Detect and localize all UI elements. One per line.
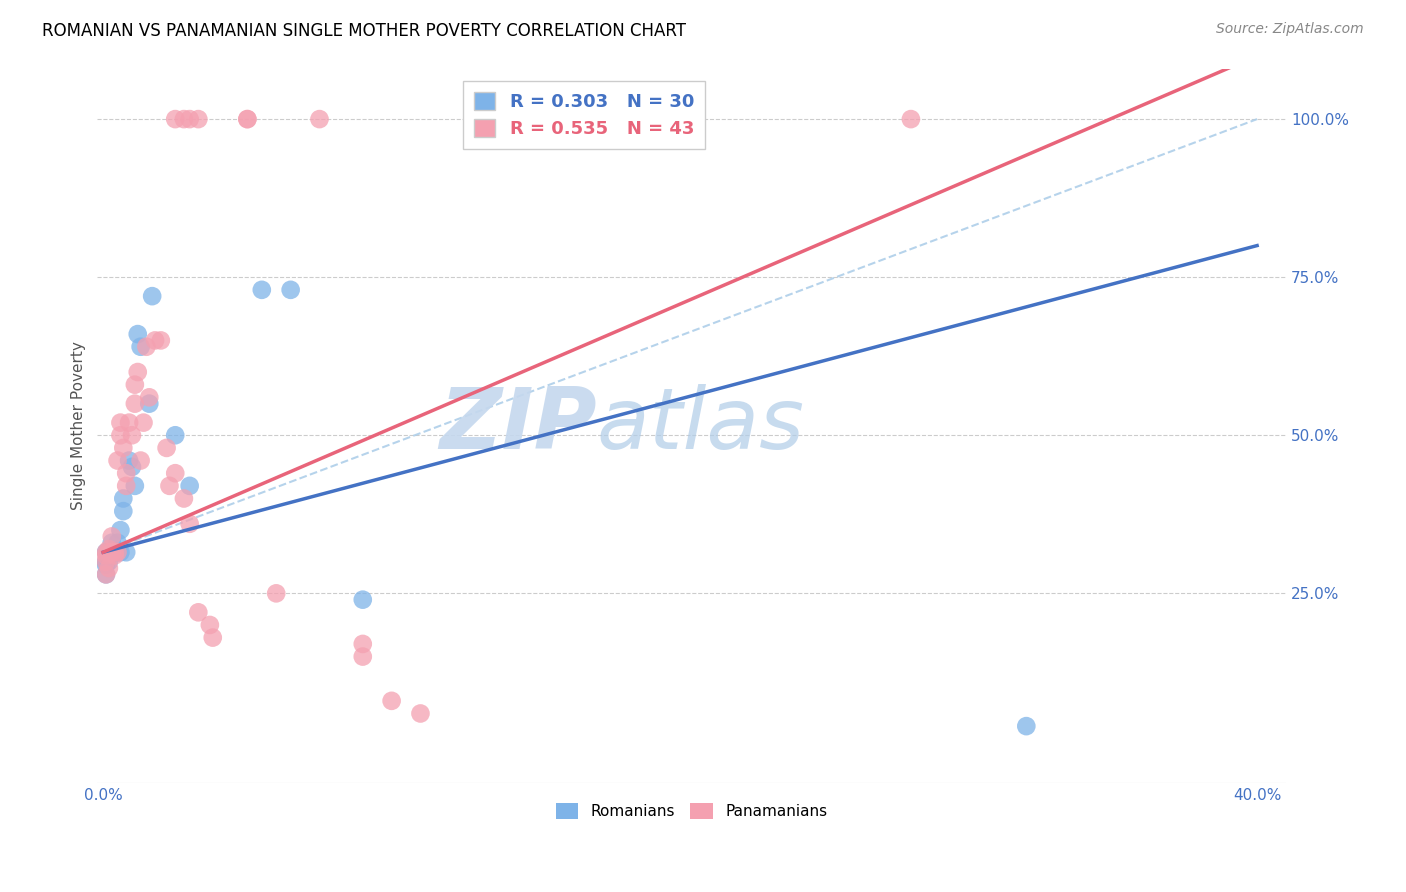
Point [264,586,287,600]
Point [100,535,122,549]
Point [165,428,187,442]
Point [179,516,201,531]
Point [104,549,127,563]
Point [409,706,432,721]
Point [94,558,117,572]
Point [1015,719,1038,733]
Point [149,334,172,348]
Text: atlas: atlas [596,384,804,467]
Point [155,441,177,455]
Text: ZIP: ZIP [439,384,596,467]
Point [94,555,117,569]
Point [97,545,120,559]
Point [236,112,259,127]
Point [381,694,404,708]
Point [129,453,152,467]
Point [250,283,273,297]
Point [110,545,132,559]
Point [110,428,132,442]
Point [187,605,209,619]
Point [94,567,117,582]
Point [112,504,135,518]
Point [115,545,138,559]
Point [127,365,149,379]
Point [107,453,129,467]
Y-axis label: Single Mother Poverty: Single Mother Poverty [72,342,86,510]
Point [187,112,209,127]
Point [94,549,117,563]
Point [900,112,922,127]
Point [94,545,117,559]
Point [97,555,120,569]
Point [124,377,146,392]
Point [97,545,120,559]
Point [100,529,122,543]
Point [308,112,330,127]
Point [107,535,129,549]
Point [141,289,163,303]
Point [115,466,138,480]
Point [179,112,201,127]
Point [118,416,141,430]
Legend: Romanians, Panamanians: Romanians, Panamanians [550,797,834,825]
Point [165,466,187,480]
Point [124,479,146,493]
Point [107,545,129,559]
Point [94,545,117,559]
Point [138,397,160,411]
Point [198,618,221,632]
Point [121,459,143,474]
Point [179,479,201,493]
Point [132,416,155,430]
Point [94,567,117,582]
Point [94,555,117,569]
Point [201,631,224,645]
Point [352,592,374,607]
Point [124,397,146,411]
Point [143,334,166,348]
Point [236,112,259,127]
Point [352,637,374,651]
Point [100,545,122,559]
Point [112,441,135,455]
Point [110,523,132,537]
Point [135,340,157,354]
Point [118,453,141,467]
Point [138,390,160,404]
Point [100,545,122,559]
Point [115,479,138,493]
Point [352,649,374,664]
Point [280,283,302,297]
Point [165,112,187,127]
Point [159,479,181,493]
Point [127,327,149,342]
Point [97,542,120,557]
Point [110,416,132,430]
Text: ROMANIAN VS PANAMANIAN SINGLE MOTHER POVERTY CORRELATION CHART: ROMANIAN VS PANAMANIAN SINGLE MOTHER POV… [42,22,686,40]
Point [173,112,195,127]
Text: Source: ZipAtlas.com: Source: ZipAtlas.com [1216,22,1364,37]
Point [97,561,120,575]
Point [107,545,129,559]
Point [173,491,195,506]
Point [104,545,127,559]
Point [104,545,127,559]
Point [97,549,120,563]
Point [129,340,152,354]
Point [112,491,135,506]
Point [121,428,143,442]
